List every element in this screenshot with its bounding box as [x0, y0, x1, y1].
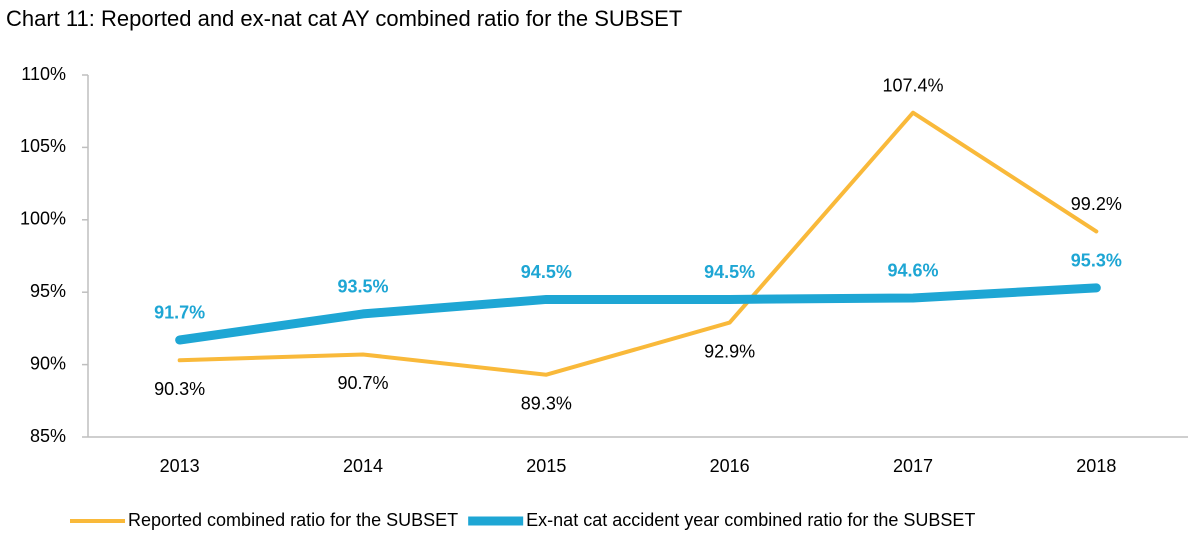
legend-label: Reported combined ratio for the SUBSET [128, 510, 458, 530]
y-tick-label: 110% [21, 64, 66, 84]
x-tick-label: 2014 [343, 456, 383, 476]
y-tick-label: 90% [30, 353, 66, 373]
data-label: 89.3% [521, 393, 572, 413]
y-tick-label: 95% [30, 281, 66, 301]
chart-title: Chart 11: Reported and ex-nat cat AY com… [6, 6, 682, 31]
legend-label: Ex-nat cat accident year combined ratio … [526, 510, 975, 530]
series-line [177, 110, 1099, 377]
data-label: 90.3% [154, 379, 205, 399]
x-tick-label: 2016 [710, 456, 750, 476]
y-tick-label: 85% [30, 426, 66, 446]
y-tick-label: 100% [20, 209, 66, 229]
data-label: 95.3% [1071, 251, 1122, 271]
x-tick-label: 2015 [526, 456, 566, 476]
data-label: 92.9% [704, 341, 755, 361]
series-line [175, 283, 1101, 345]
data-label: 99.2% [1071, 194, 1122, 214]
x-tick-label: 2018 [1076, 456, 1116, 476]
x-tick-label: 2013 [160, 456, 200, 476]
x-tick-label: 2017 [893, 456, 933, 476]
y-tick-label: 105% [20, 136, 66, 156]
data-label: 91.7% [154, 303, 205, 323]
data-label: 90.7% [337, 373, 388, 393]
data-label: 94.5% [521, 262, 572, 282]
data-label: 94.5% [704, 262, 755, 282]
data-label: 107.4% [882, 75, 943, 95]
data-label: 93.5% [337, 277, 388, 297]
data-label: 94.6% [887, 261, 938, 281]
